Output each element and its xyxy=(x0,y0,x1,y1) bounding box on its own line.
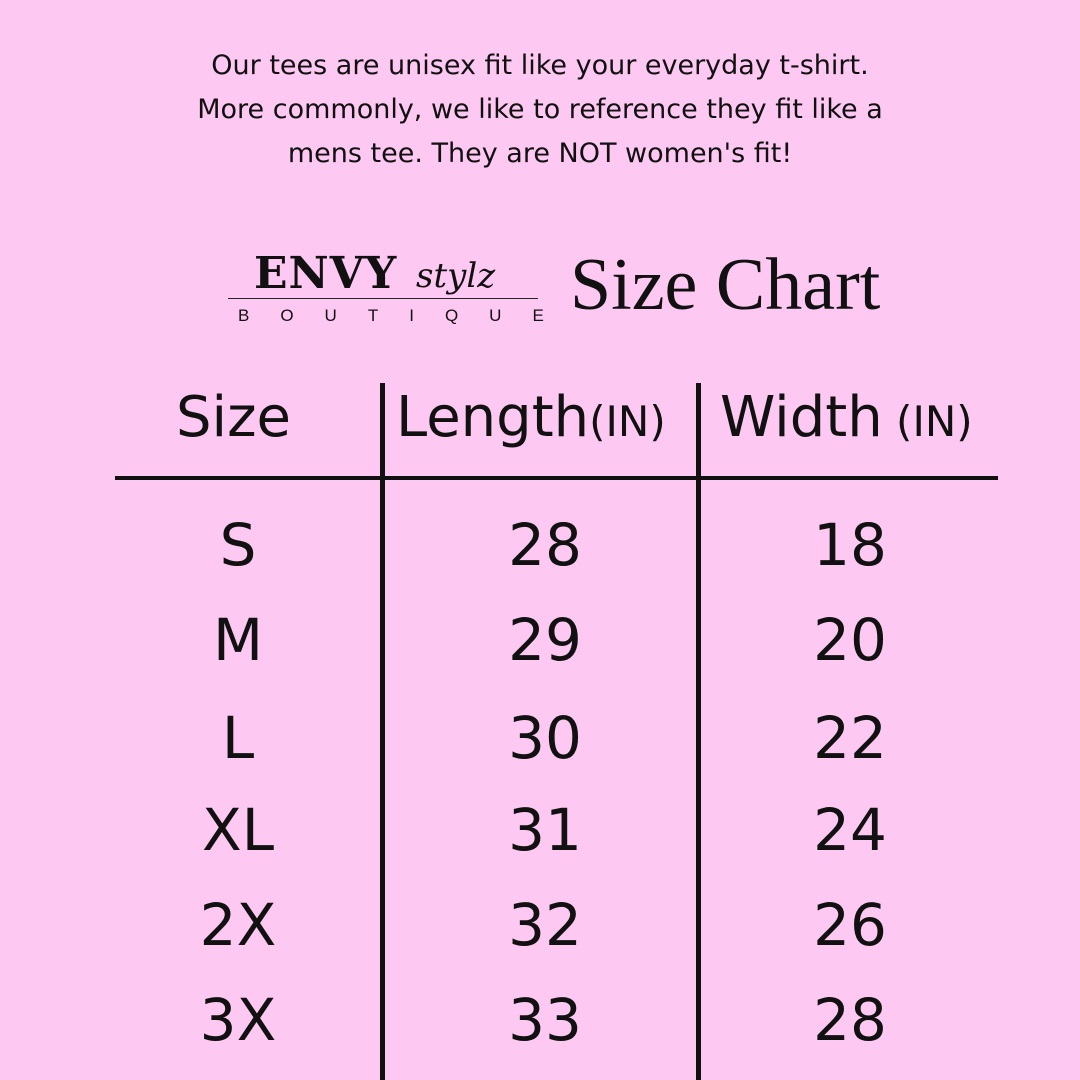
header-unit: (IN) xyxy=(882,397,973,446)
header-length: Length(IN) xyxy=(396,385,666,450)
brand-logo: ENVY stylz BOUTIQUE xyxy=(228,248,544,333)
logo-brand: ENVY xyxy=(254,248,398,299)
column-divider xyxy=(380,383,385,1080)
cell-length: 32 xyxy=(508,891,582,959)
cell-width: 20 xyxy=(813,606,887,674)
intro-line: Our tees are unisex fit like your everyd… xyxy=(211,50,869,81)
page-title: Size Chart xyxy=(570,244,881,326)
cell-size: S xyxy=(219,511,257,579)
cell-length: 33 xyxy=(508,986,582,1054)
intro-line: More commonly, we like to reference they… xyxy=(197,94,883,125)
header-divider xyxy=(115,476,998,480)
cell-width: 26 xyxy=(813,891,887,959)
header-size: Size xyxy=(176,385,291,450)
logo-script: stylz xyxy=(416,256,496,296)
cell-length: 30 xyxy=(508,704,582,772)
header-label: Size xyxy=(176,385,291,450)
header-width: Width (IN) xyxy=(720,385,973,450)
cell-length: 28 xyxy=(508,511,582,579)
cell-width: 22 xyxy=(813,704,887,772)
cell-width: 28 xyxy=(813,986,887,1054)
column-divider xyxy=(696,383,701,1080)
cell-width: 24 xyxy=(813,796,887,864)
cell-size: XL xyxy=(201,796,275,864)
intro-text: Our tees are unisex fit like your everyd… xyxy=(0,44,1080,176)
cell-size: M xyxy=(212,606,264,674)
cell-width: 18 xyxy=(813,511,887,579)
cell-length: 31 xyxy=(508,796,582,864)
logo-sub: BOUTIQUE xyxy=(238,306,575,325)
cell-size: 3X xyxy=(199,986,277,1054)
cell-size: 2X xyxy=(199,891,277,959)
header-label: Length xyxy=(396,385,590,450)
cell-size: L xyxy=(221,704,255,772)
cell-length: 29 xyxy=(508,606,582,674)
intro-line: mens tee. They are NOT women's fit! xyxy=(287,138,793,169)
header-unit: (IN) xyxy=(589,397,666,446)
header-label: Width xyxy=(720,385,883,450)
logo-rule xyxy=(228,298,538,299)
